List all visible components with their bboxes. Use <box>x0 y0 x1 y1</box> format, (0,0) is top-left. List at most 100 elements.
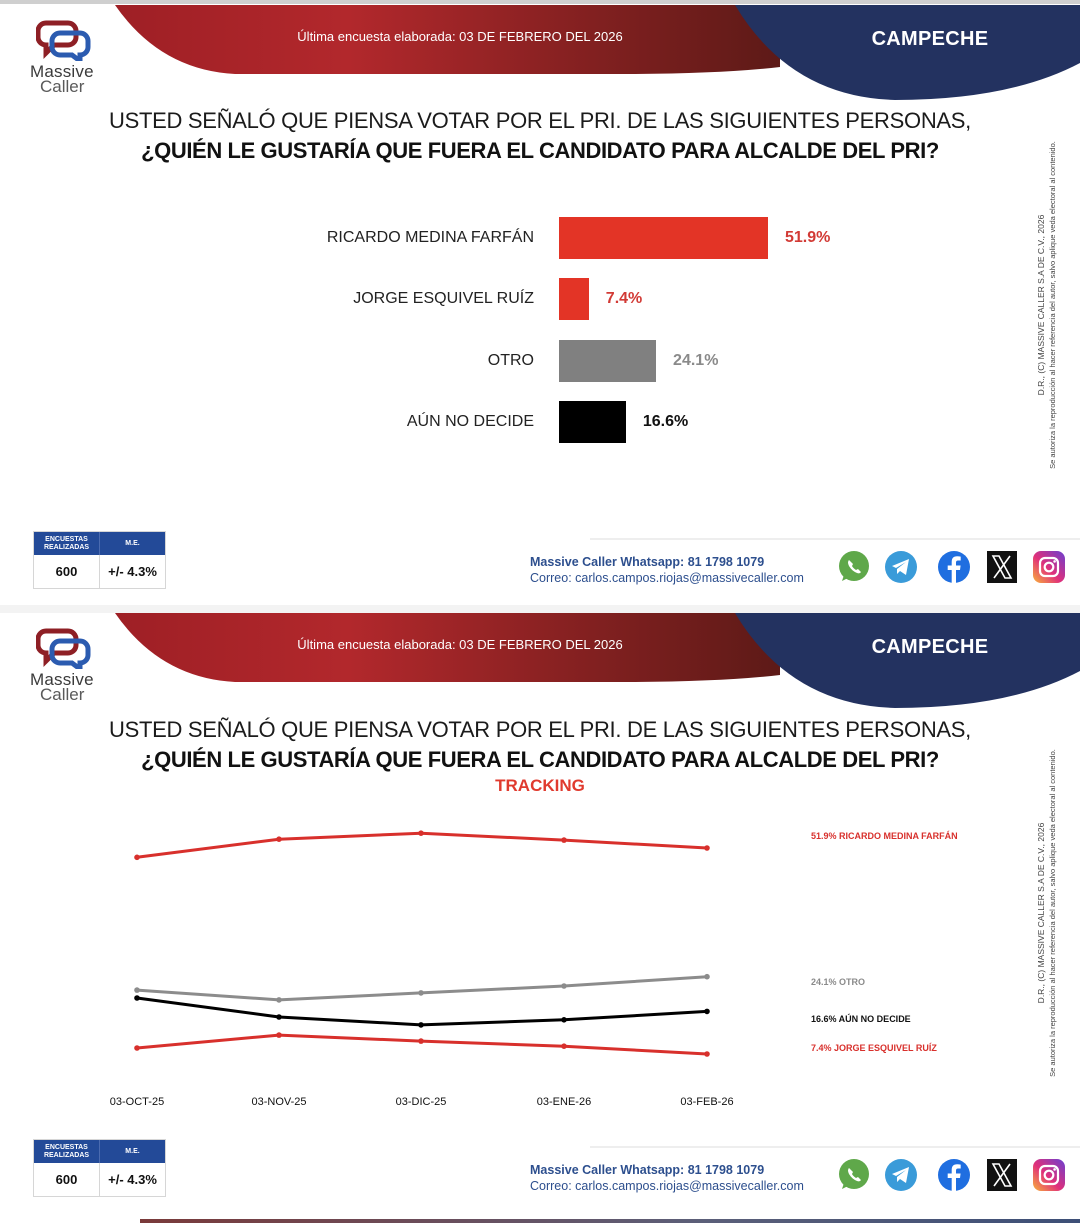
x-tick-label: 03-DIC-25 <box>395 1096 447 1108</box>
logo-text-massive: Massive <box>30 62 94 81</box>
data-point <box>561 1017 567 1023</box>
question-line-2: ¿QUIÉN LE GUSTARÍA QUE FUERA EL CANDIDAT… <box>141 138 939 163</box>
header-banner <box>115 5 1080 100</box>
x-tick-label: 03-FEB-26 <box>680 1096 734 1108</box>
survey-date: Última encuesta elaborada: 03 DE FEBRERO… <box>297 29 623 44</box>
tracking-chart-slide: Última encuesta elaborada: 03 DE FEBRERO… <box>0 613 1080 1218</box>
bar-category-label: JORGE ESQUIVEL RUÍZ <box>353 290 534 307</box>
question-line-1: USTED SEÑALÓ QUE PIENSA VOTAR POR EL PRI… <box>109 108 971 133</box>
logo-text-caller: Caller <box>40 685 85 704</box>
navy-banner <box>735 5 1080 100</box>
data-point <box>561 1043 567 1049</box>
bar-category-label: OTRO <box>487 352 534 369</box>
data-point <box>704 845 710 851</box>
series-line <box>136 996 708 1027</box>
data-point <box>418 990 424 996</box>
bar-value-label: 16.6% <box>642 413 689 430</box>
x-tick-label: 03-NOV-25 <box>251 1096 307 1108</box>
tracking-line-chart <box>134 830 710 1057</box>
copyright-line-2: Se autoriza la reproducción al hacer ref… <box>1048 141 1057 469</box>
data-point <box>276 1032 282 1038</box>
telegram-icon[interactable] <box>884 550 918 584</box>
logo-text-caller: Caller <box>40 77 85 96</box>
facebook-icon[interactable] <box>937 1158 971 1192</box>
data-point <box>561 837 567 843</box>
surveys-header: ENCUESTAS REALIZADAS <box>43 1143 90 1159</box>
whatsapp-icon[interactable] <box>837 1158 871 1192</box>
red-banner <box>115 5 780 74</box>
data-point <box>418 830 424 836</box>
whatsapp-icon[interactable] <box>837 550 871 584</box>
margin-error-header: M.E. <box>99 1140 165 1163</box>
data-point <box>704 1051 710 1057</box>
copyright-notice: D.R., (C) MASSIVE CALLER S.A DE C.V., 20… <box>1036 90 1076 520</box>
red-banner <box>115 613 780 682</box>
instagram-icon[interactable] <box>1032 550 1066 584</box>
series-line <box>136 975 708 1002</box>
data-point <box>134 987 140 993</box>
legend-label: 16.6% AÚN NO DECIDE <box>811 1014 911 1024</box>
data-point <box>276 997 282 1003</box>
x-icon[interactable] <box>985 1158 1019 1192</box>
copyright-line-2: Se autoriza la reproducción al hacer ref… <box>1048 749 1057 1077</box>
question-line-1: USTED SEÑALÓ QUE PIENSA VOTAR POR EL PRI… <box>109 717 971 742</box>
email-contact[interactable]: Correo: carlos.campos.riojas@massivecall… <box>530 1179 804 1193</box>
legend-label: 7.4% JORGE ESQUIVEL RUÍZ <box>811 1043 937 1053</box>
top-border <box>0 0 1080 4</box>
footer-divider <box>590 538 1080 540</box>
surveys-value: 600 <box>55 564 78 579</box>
data-point <box>276 836 282 842</box>
slide-separator <box>0 605 1080 613</box>
contact-info: Massive Caller Whatsapp: 81 1798 1079 Co… <box>530 1162 804 1194</box>
region-title: CAMPECHE <box>871 636 989 658</box>
instagram-icon[interactable] <box>1032 1158 1066 1192</box>
contact-info: Massive Caller Whatsapp: 81 1798 1079 Co… <box>530 554 804 586</box>
x-icon[interactable] <box>985 550 1019 584</box>
data-point <box>276 1014 282 1020</box>
margin-error-header: M.E. <box>99 532 165 555</box>
bottom-border <box>140 1219 1080 1223</box>
logo-text-massive: Massive <box>30 670 94 689</box>
x-tick-label: 03-ENE-26 <box>536 1096 592 1108</box>
bar <box>559 217 768 259</box>
telegram-icon[interactable] <box>884 1158 918 1192</box>
facebook-icon[interactable] <box>937 550 971 584</box>
data-point <box>704 973 710 980</box>
data-point <box>704 1008 710 1015</box>
massive-caller-logo: Massive Caller <box>24 19 108 99</box>
header-banner <box>115 613 1080 708</box>
surveys-header: ENCUESTAS REALIZADAS <box>43 535 90 551</box>
data-point <box>134 854 140 861</box>
logo-icon <box>36 20 91 61</box>
survey-stats-table: ENCUESTAS REALIZADAS M.E. 600 +/- 4.3% <box>33 1139 166 1197</box>
bar <box>559 340 657 382</box>
data-point <box>134 995 140 1001</box>
copyright-line-1: D.R., (C) MASSIVE CALLER S.A DE C.V., 20… <box>1036 822 1046 1004</box>
email-contact[interactable]: Correo: carlos.campos.riojas@massivecall… <box>530 571 804 585</box>
tracking-label: TRACKING <box>495 776 585 795</box>
data-point <box>561 983 567 989</box>
footer-divider <box>590 1146 1080 1148</box>
legend-label: 51.9% RICARDO MEDINA FARFÁN <box>811 831 958 841</box>
question-line-2: ¿QUIÉN LE GUSTARÍA QUE FUERA EL CANDIDAT… <box>141 747 939 772</box>
surveys-value: 600 <box>55 1172 78 1187</box>
survey-stats-table: ENCUESTAS REALIZADAS M.E. 600 +/- 4.3% <box>33 531 166 589</box>
margin-error-value: +/- 4.3% <box>99 1163 165 1196</box>
survey-date: Última encuesta elaborada: 03 DE FEBRERO… <box>297 637 623 652</box>
bar-category-label: RICARDO MEDINA FARFÁN <box>326 229 534 246</box>
bar-value-label: 7.4% <box>605 290 643 307</box>
bar-chart-slide: Última encuesta elaborada: 03 DE FEBRERO… <box>0 5 1080 610</box>
whatsapp-contact[interactable]: Massive Caller Whatsapp: 81 1798 1079 <box>530 1163 765 1177</box>
navy-banner <box>735 613 1080 708</box>
copyright-notice: D.R., (C) MASSIVE CALLER S.A DE C.V., 20… <box>1036 698 1076 1128</box>
copyright-line-1: D.R., (C) MASSIVE CALLER S.A DE C.V., 20… <box>1036 214 1046 396</box>
whatsapp-contact[interactable]: Massive Caller Whatsapp: 81 1798 1079 <box>530 555 765 569</box>
massive-caller-logo: Massive Caller <box>24 627 108 707</box>
logo-icon <box>36 628 91 669</box>
data-point <box>418 1038 424 1044</box>
bar <box>559 401 626 443</box>
data-point <box>134 1045 140 1051</box>
series-line <box>136 831 708 859</box>
bar-value-label: 24.1% <box>673 352 719 369</box>
legend-label: 24.1% OTRO <box>811 977 866 987</box>
